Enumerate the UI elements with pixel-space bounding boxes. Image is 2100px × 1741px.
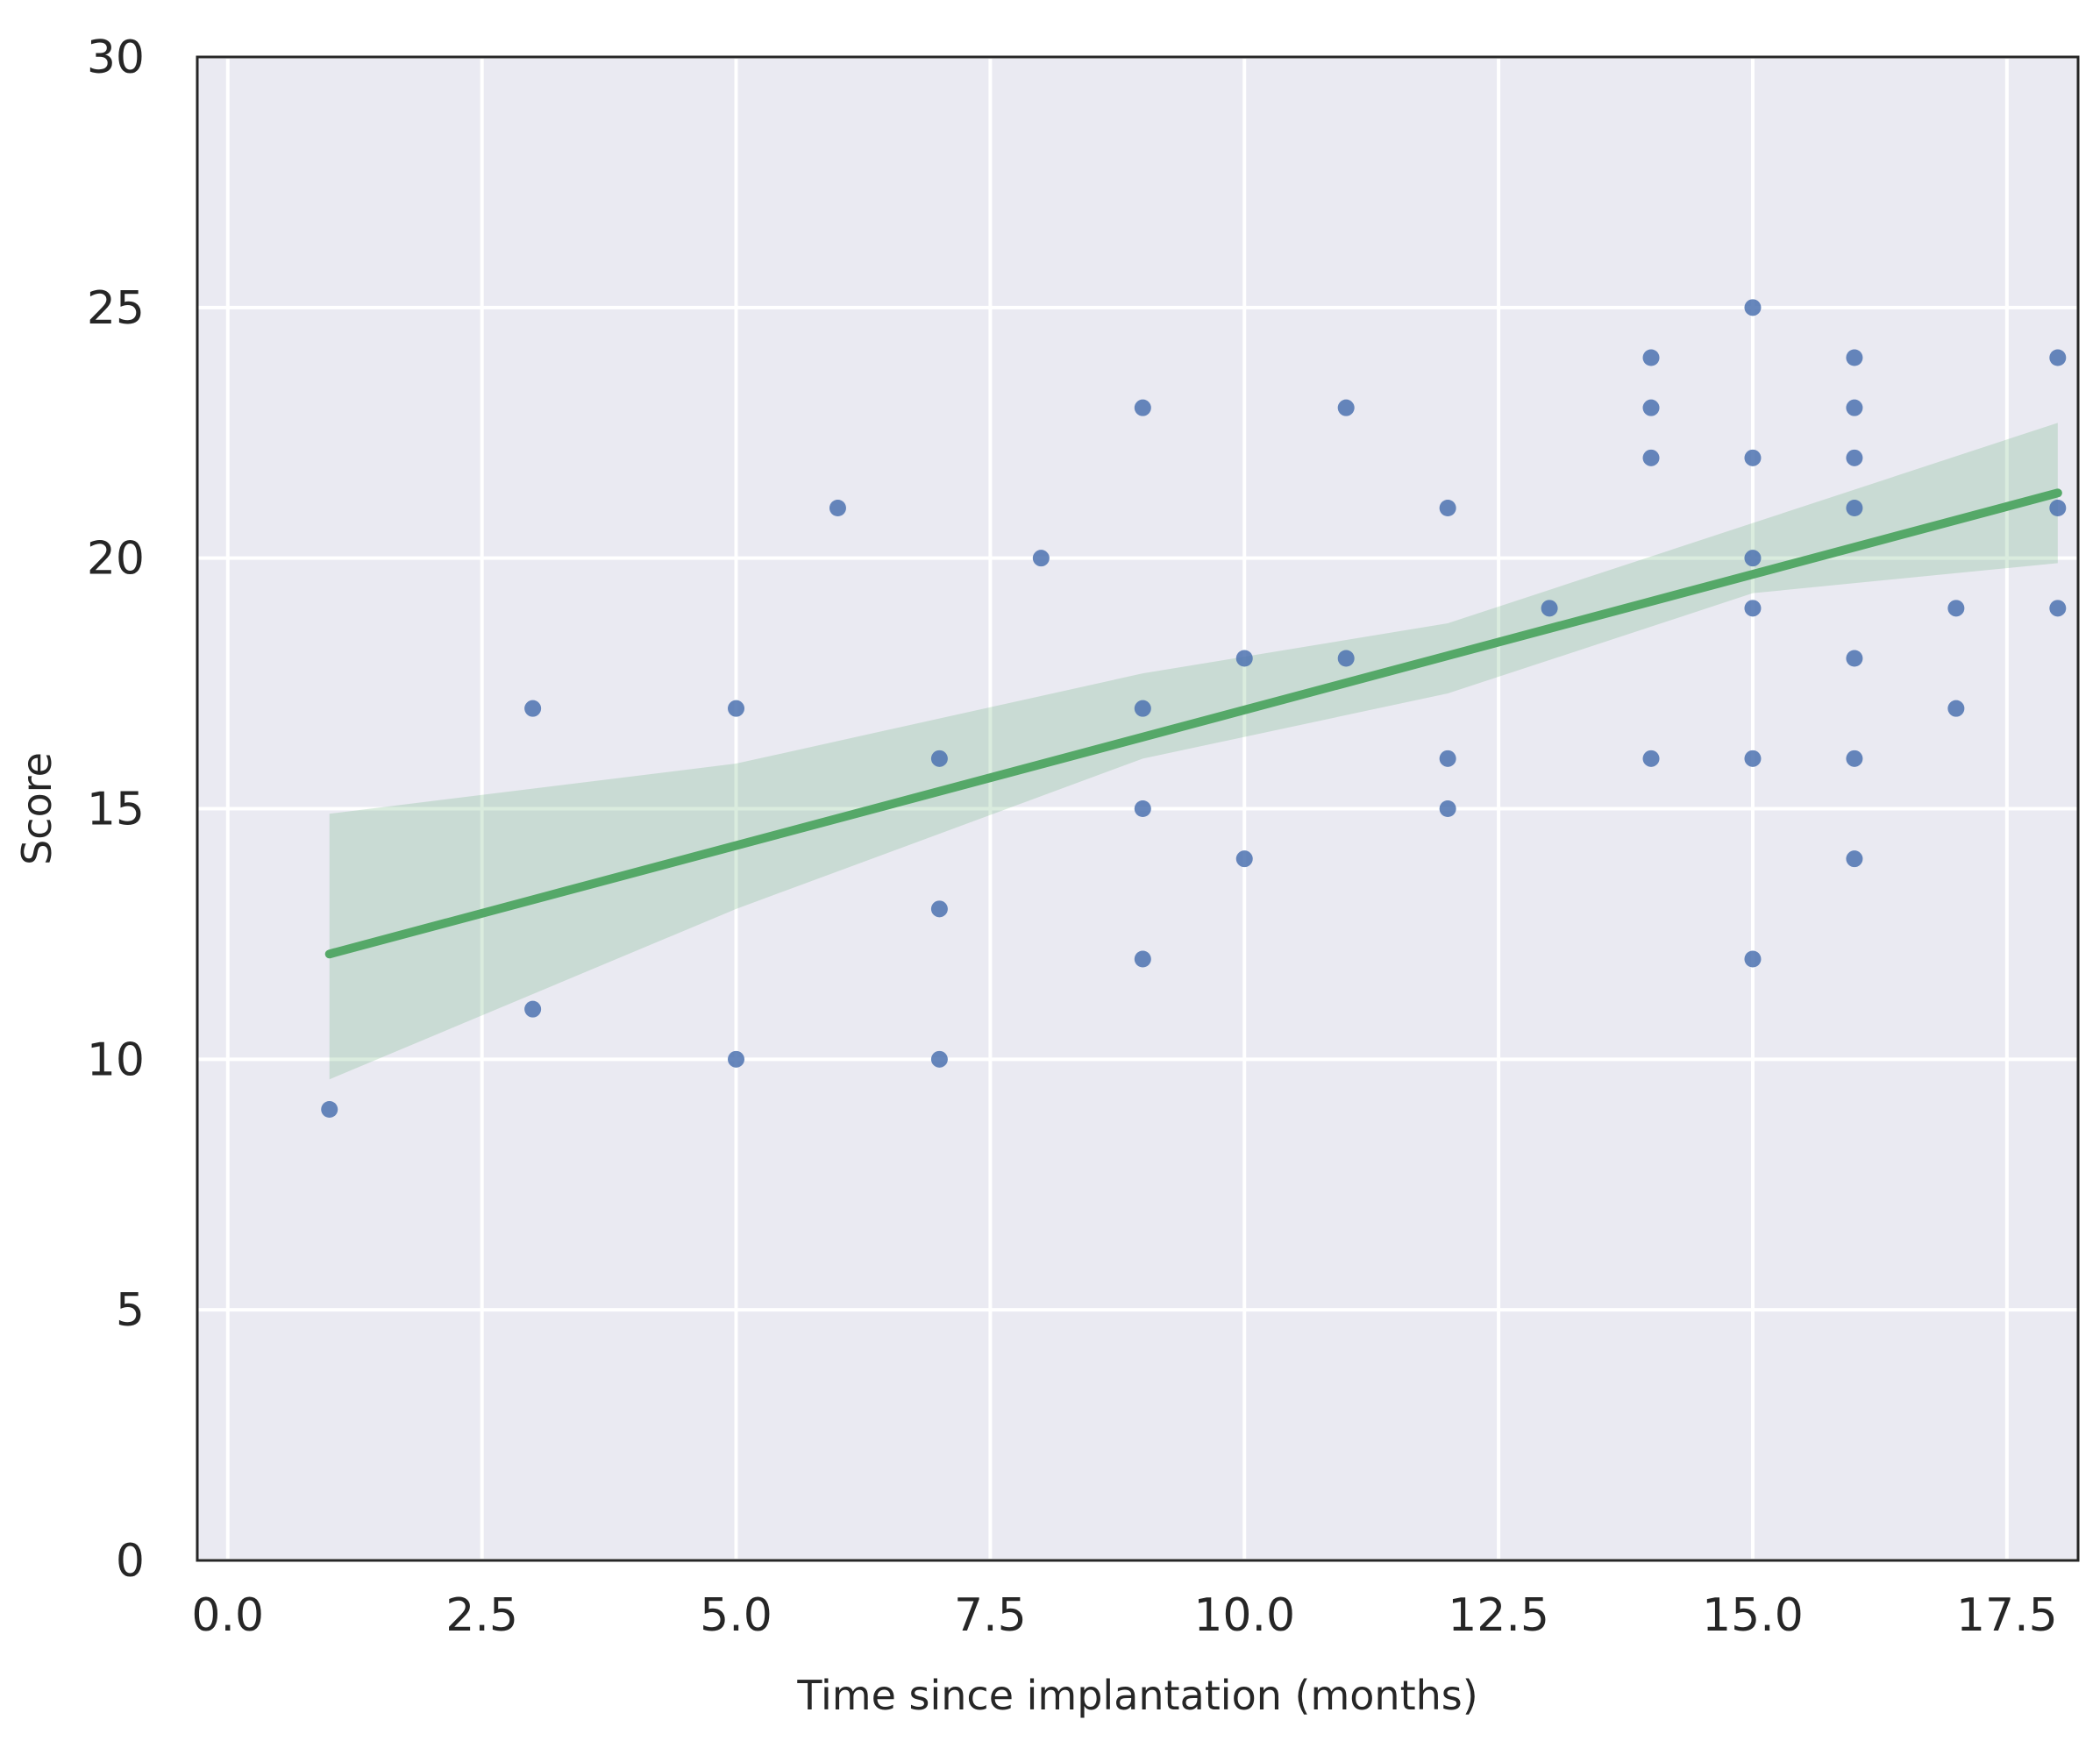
data-point [1744,449,1762,466]
data-point [1744,750,1762,767]
data-point [321,1101,338,1118]
y-tick-label: 10 [87,1034,145,1086]
y-tick-label: 0 [116,1535,145,1588]
x-tick-label: 17.5 [1956,1589,2058,1642]
y-axis-label: Score [13,752,61,865]
confidence-band [329,423,2058,1080]
data-point [1439,800,1456,817]
x-tick-label: 0.0 [191,1589,264,1642]
data-point [1744,950,1762,968]
data-point [1744,600,1762,617]
data-point [1337,399,1355,416]
data-point [930,1050,948,1068]
x-tick-label: 12.5 [1448,1589,1549,1642]
data-point [1134,700,1151,717]
data-point [1134,399,1151,416]
data-point [1846,449,1863,466]
x-tick-labels: 0.0 2.5 5.0 7.5 10.0 12.5 15.0 17.5 [191,1589,2057,1642]
data-point [1235,650,1253,667]
data-points [321,299,2067,1118]
data-point [1744,299,1762,316]
data-point [1846,650,1863,667]
data-point [1846,349,1863,366]
data-point [728,1050,745,1068]
data-point [1846,399,1863,416]
data-point [1541,600,1558,617]
data-point [1642,449,1660,466]
y-tick-label: 15 [87,784,145,836]
data-point [1846,850,1863,868]
data-point [829,500,846,516]
plot-frame [196,55,2080,1562]
data-point [930,900,948,918]
y-tick-label: 5 [116,1284,145,1337]
data-point [1744,550,1762,567]
data-point [2049,600,2067,617]
data-point [1947,600,1965,617]
data-point [1134,950,1151,968]
data-point [1337,650,1355,667]
x-tick-label: 10.0 [1193,1589,1295,1642]
regression-line-layer [324,488,2062,959]
data-point [524,700,542,717]
data-point [2049,349,2067,366]
data-point [524,1000,542,1018]
x-tick-label: 5.0 [700,1589,772,1642]
data-point [1439,750,1456,767]
x-tick-label: 2.5 [445,1589,518,1642]
data-point [1846,750,1863,767]
data-point [1134,800,1151,817]
data-point [1642,349,1660,366]
x-tick-label: 7.5 [954,1589,1027,1642]
data-point [1032,550,1050,567]
data-point [1846,500,1863,516]
confidence-band-area [329,423,2058,1080]
data-point [728,700,745,717]
data-point [1235,850,1253,868]
x-tick-label: 15.0 [1702,1589,1804,1642]
x-axis-label: Time since implantation (months) [796,1672,1477,1719]
data-point [930,750,948,767]
y-tick-label: 30 [87,32,145,84]
y-tick-label: 25 [87,282,145,335]
regression-line [324,488,2062,959]
data-point [2049,500,2067,516]
data-point [1947,700,1965,717]
data-point [1642,399,1660,416]
y-tick-label: 20 [87,533,145,586]
y-tick-labels: 0 5 10 15 20 25 30 [87,32,145,1588]
data-point [1642,750,1660,767]
data-point [1439,500,1456,516]
